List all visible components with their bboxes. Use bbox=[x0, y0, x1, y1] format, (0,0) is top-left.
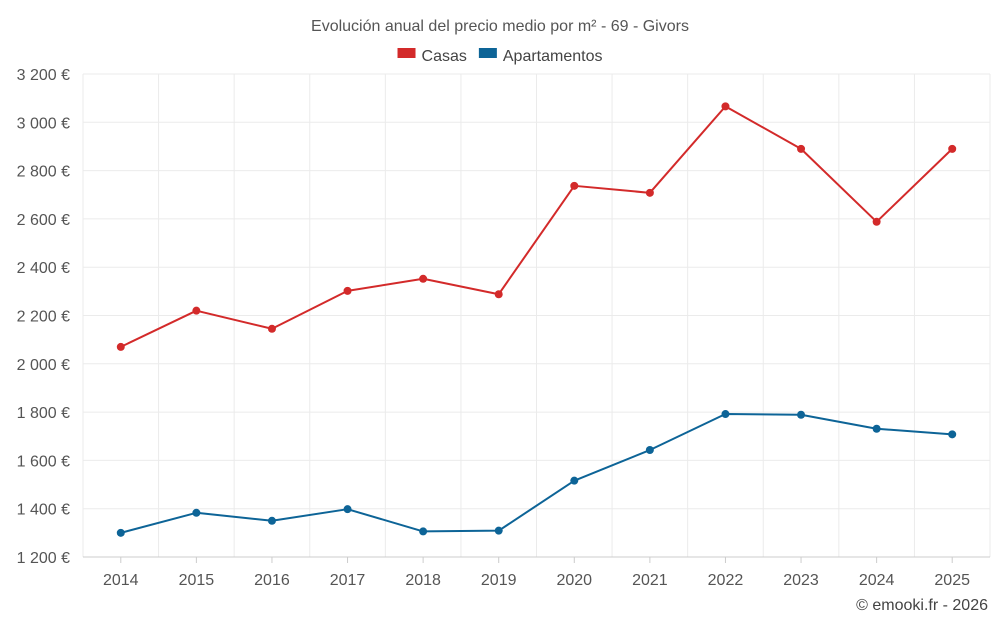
data-point-apartamentos bbox=[494, 526, 503, 535]
x-tick-label: 2022 bbox=[708, 572, 744, 589]
data-point-casas bbox=[797, 144, 806, 153]
data-point-casas bbox=[570, 181, 579, 190]
data-point-apartamentos bbox=[116, 528, 125, 537]
data-point-apartamentos bbox=[343, 505, 352, 514]
legend-item-casas: Casas bbox=[397, 48, 467, 65]
chart-title: Evolución anual del precio medio por m² … bbox=[311, 18, 689, 35]
y-tick-label: 1 200 € bbox=[17, 550, 70, 567]
legend-swatch bbox=[397, 48, 416, 58]
y-axis: 1 200 € 1 400 € 1 600 € 1 800 € 2 000 € 2 200… bbox=[17, 67, 70, 567]
series-line-apartamentos bbox=[120, 413, 953, 534]
x-tick-label: 2021 bbox=[632, 572, 668, 589]
x-tick-label: 2015 bbox=[179, 572, 215, 589]
legend-item-apartamentos: Apartamentos bbox=[478, 48, 603, 65]
data-point-apartamentos bbox=[267, 516, 276, 525]
x-tick-label: 2017 bbox=[330, 572, 366, 589]
y-tick-label: 1 800 € bbox=[17, 405, 70, 422]
data-point-casas bbox=[872, 217, 881, 226]
legend-swatch bbox=[478, 48, 497, 58]
y-tick-label: 1 400 € bbox=[17, 502, 70, 519]
credit-text: © emooki.fr - 2026 bbox=[856, 597, 988, 614]
x-tick-label: 2016 bbox=[254, 572, 290, 589]
data-point-apartamentos bbox=[645, 446, 654, 455]
x-tick-label: 2025 bbox=[934, 572, 970, 589]
x-axis: 2014 2015 2016 2017 2018 2019 2020 2021 2022 2023… bbox=[83, 556, 990, 589]
x-tick-label: 2023 bbox=[783, 572, 819, 589]
data-point-casas bbox=[721, 102, 730, 111]
x-tick-label: 2020 bbox=[556, 572, 592, 589]
y-tick-label: 2 200 € bbox=[17, 309, 70, 326]
data-point-apartamentos bbox=[948, 430, 957, 439]
data-point-casas bbox=[948, 144, 957, 153]
x-tick-label: 2014 bbox=[103, 572, 139, 589]
data-point-casas bbox=[343, 286, 352, 295]
legend-label: Casas bbox=[422, 48, 467, 65]
y-tick-label: 2 000 € bbox=[17, 357, 70, 374]
grid bbox=[82, 73, 991, 558]
y-tick-label: 3 200 € bbox=[17, 67, 70, 84]
data-point-casas bbox=[267, 324, 276, 333]
data-point-apartamentos bbox=[192, 508, 201, 517]
x-tick-label: 2024 bbox=[859, 572, 895, 589]
y-tick-label: 2 800 € bbox=[17, 164, 70, 181]
data-point-casas bbox=[192, 306, 201, 315]
y-tick-label: 2 400 € bbox=[17, 260, 70, 277]
y-tick-label: 3 000 € bbox=[17, 115, 70, 132]
legend-label: Apartamentos bbox=[503, 48, 603, 65]
x-tick-label: 2019 bbox=[481, 572, 517, 589]
data-point-apartamentos bbox=[872, 424, 881, 433]
data-point-apartamentos bbox=[570, 476, 579, 485]
x-tick-label: 2018 bbox=[405, 572, 441, 589]
data-point-casas bbox=[494, 290, 503, 299]
data-point-apartamentos bbox=[419, 527, 428, 536]
data-point-casas bbox=[116, 342, 125, 351]
series-line-casas bbox=[120, 105, 953, 348]
data-point-casas bbox=[645, 188, 654, 197]
data-point-casas bbox=[419, 274, 428, 283]
data-point-apartamentos bbox=[797, 410, 806, 419]
series-layer bbox=[116, 102, 957, 537]
legend: Casas Apartamentos bbox=[397, 48, 603, 65]
y-tick-label: 2 600 € bbox=[17, 212, 70, 229]
y-tick-label: 1 600 € bbox=[17, 453, 70, 470]
data-point-apartamentos bbox=[721, 410, 730, 419]
